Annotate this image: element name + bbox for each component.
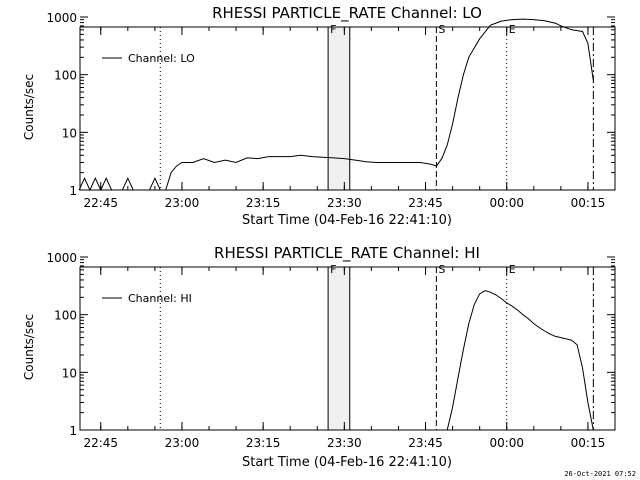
chart-title: RHESSI PARTICLE_RATE Channel: LO — [212, 4, 482, 23]
x-tick-label: 00:15 — [571, 196, 606, 210]
x-tick-label: 00:00 — [489, 436, 524, 450]
x-tick-label: 23:45 — [408, 436, 443, 450]
shaded-interval — [328, 27, 350, 190]
x-tick-label: 23:30 — [327, 196, 362, 210]
y-tick-label: 100 — [54, 309, 77, 323]
plot-frame — [79, 26, 616, 191]
y-axis-label: Counts/sec — [22, 314, 36, 380]
chart-title: RHESSI PARTICLE_RATE Channel: HI — [214, 244, 480, 263]
event-marker-label: S — [438, 23, 445, 36]
x-tick-label: 23:30 — [327, 436, 362, 450]
event-marker-label: S — [438, 263, 445, 276]
legend: Channel: HI — [102, 292, 192, 305]
y-tick-label: 1000 — [46, 251, 77, 265]
x-tick-label: 00:00 — [489, 196, 524, 210]
x-tick-label: 23:15 — [246, 436, 281, 450]
y-tick-label: 10 — [62, 366, 77, 380]
x-tick-label: 22:45 — [83, 196, 118, 210]
shaded-interval — [328, 267, 350, 430]
series-line — [446, 290, 594, 431]
y-tick-label: 10 — [62, 126, 77, 140]
x-tick-label: 23:00 — [165, 436, 200, 450]
chart-marks: F S E 1 10 100 1000 22:45 23:00 23:15 23:30 23:45 00… — [46, 251, 616, 450]
plot-frame — [79, 266, 616, 431]
x-axis-label: Start Time (04-Feb-16 22:41:10) — [242, 455, 452, 470]
x-tick-label: 23:45 — [408, 196, 443, 210]
series-line — [78, 18, 594, 192]
y-tick-label: 1 — [69, 424, 77, 438]
chart-marks: F S E 1 10 100 1000 22:45 23:00 23:15 23:30 23:45 00… — [46, 11, 616, 210]
legend-label: Channel: LO — [128, 52, 195, 65]
chart-panel-lo: RHESSI PARTICLE_RATE Channel: LO Counts/… — [22, 4, 616, 228]
event-marker-label: F — [330, 263, 336, 276]
y-tick-label: 1000 — [46, 11, 77, 25]
event-marker-label: E — [509, 263, 516, 276]
x-axis-label: Start Time (04-Feb-16 22:41:10) — [242, 213, 452, 228]
x-tick-label: 00:15 — [571, 436, 606, 450]
y-tick-label: 1 — [69, 184, 77, 198]
x-tick-label: 23:15 — [246, 196, 281, 210]
timestamp-footer: 26-Oct-2021 07:52 — [564, 470, 636, 478]
y-tick-label: 100 — [54, 69, 77, 83]
legend-label: Channel: HI — [128, 292, 192, 305]
legend: Channel: LO — [102, 52, 195, 65]
event-marker-label: E — [509, 23, 516, 36]
event-marker-label: F — [330, 23, 336, 36]
chart-panel-hi: RHESSI PARTICLE_RATE Channel: HI Counts/… — [22, 244, 616, 470]
x-tick-label: 23:00 — [165, 196, 200, 210]
x-tick-label: 22:45 — [83, 436, 118, 450]
y-axis-label: Counts/sec — [22, 74, 36, 140]
